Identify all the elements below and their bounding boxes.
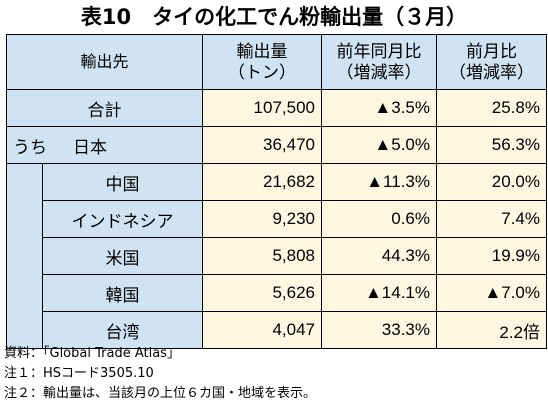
header-yoy: 前年同月比 （増減率） xyxy=(321,34,437,90)
row-mom: 19.9% xyxy=(436,237,547,275)
total-volume: 107,500 xyxy=(202,89,322,127)
table-title: 表10 タイの化工でん粉輸出量（３月） xyxy=(80,5,468,29)
header-row: 輸出先 輸出量 （トン） 前年同月比 （増減率） 前月比 （増減率） xyxy=(6,34,547,90)
row-volume: 36,470 xyxy=(202,126,322,164)
row-name: 台湾 xyxy=(42,311,203,349)
row-mom: 56.3% xyxy=(436,126,547,164)
row-indent xyxy=(6,274,43,312)
row-volume: 21,682 xyxy=(202,163,322,201)
row-yoy: ▲5.0% xyxy=(321,126,437,164)
header-volume-line1: 輸出量 xyxy=(236,42,288,61)
table-row: インドネシア 9,230 0.6% 7.4% xyxy=(6,200,547,238)
footnotes: 資料：「Global Trade Atlas」 注１：HSコード3505.10 … xyxy=(4,344,316,404)
total-mom: 25.8% xyxy=(436,89,547,127)
export-table: 輸出先 輸出量 （トン） 前年同月比 （増減率） 前月比 （増減率） 合計 10… xyxy=(6,34,547,349)
row-indent xyxy=(6,200,43,238)
header-mom: 前月比 （増減率） xyxy=(436,34,547,90)
row-yoy: ▲14.1% xyxy=(321,274,437,312)
row-mom: 2.2倍 xyxy=(436,311,547,349)
header-destination: 輸出先 xyxy=(6,34,203,90)
row-prefix: うち xyxy=(13,137,47,157)
row-volume: 5,808 xyxy=(202,237,322,275)
row-name: 韓国 xyxy=(42,274,203,312)
row-mom: ▲7.0% xyxy=(436,274,547,312)
row-yoy: 44.3% xyxy=(321,237,437,275)
row-name: インドネシア xyxy=(42,200,203,238)
note-2: 注２：輸出量は、当該月の上位６カ国・地域を表示。 xyxy=(4,386,317,401)
row-yoy: 0.6% xyxy=(321,200,437,238)
header-volume: 輸出量 （トン） xyxy=(202,34,322,90)
row-name: 中国 xyxy=(42,163,203,201)
total-yoy: ▲3.5% xyxy=(321,89,437,127)
header-mom-line1: 前月比 xyxy=(466,42,517,61)
note-source: 資料：「Global Trade Atlas」 xyxy=(4,346,180,361)
row-mom: 7.4% xyxy=(436,200,547,238)
row-yoy: 33.3% xyxy=(321,311,437,349)
header-volume-line2: （トン） xyxy=(228,63,296,82)
row-name: 米国 xyxy=(42,237,203,275)
row-mom: 20.0% xyxy=(436,163,547,201)
row-indent xyxy=(6,237,43,275)
table-row: うち 日本 36,470 ▲5.0% 56.3% xyxy=(6,126,547,164)
table-row: 米国 5,808 44.3% 19.9% xyxy=(6,237,547,275)
row-volume: 4,047 xyxy=(202,311,322,349)
table-row: 台湾 4,047 33.3% 2.2倍 xyxy=(6,311,547,349)
total-name: 合計 xyxy=(6,89,203,127)
row-indent xyxy=(6,163,43,201)
row-indent xyxy=(6,311,43,349)
row-volume: 9,230 xyxy=(202,200,322,238)
total-row: 合計 107,500 ▲3.5% 25.8% xyxy=(6,89,547,127)
table-row: 中国 21,682 ▲11.3% 20.0% xyxy=(6,163,547,201)
row-volume: 5,626 xyxy=(202,274,322,312)
note-1: 注１：HSコード3505.10 xyxy=(4,366,154,381)
row-name: 日本 xyxy=(73,137,107,157)
row-name-japan: うち 日本 xyxy=(6,126,203,164)
table-row: 韓国 5,626 ▲14.1% ▲7.0% xyxy=(6,274,547,312)
header-mom-line2: （増減率） xyxy=(449,63,534,82)
header-yoy-line2: （増減率） xyxy=(336,63,422,82)
row-yoy: ▲11.3% xyxy=(321,163,437,201)
header-yoy-line1: 前年同月比 xyxy=(336,42,422,61)
